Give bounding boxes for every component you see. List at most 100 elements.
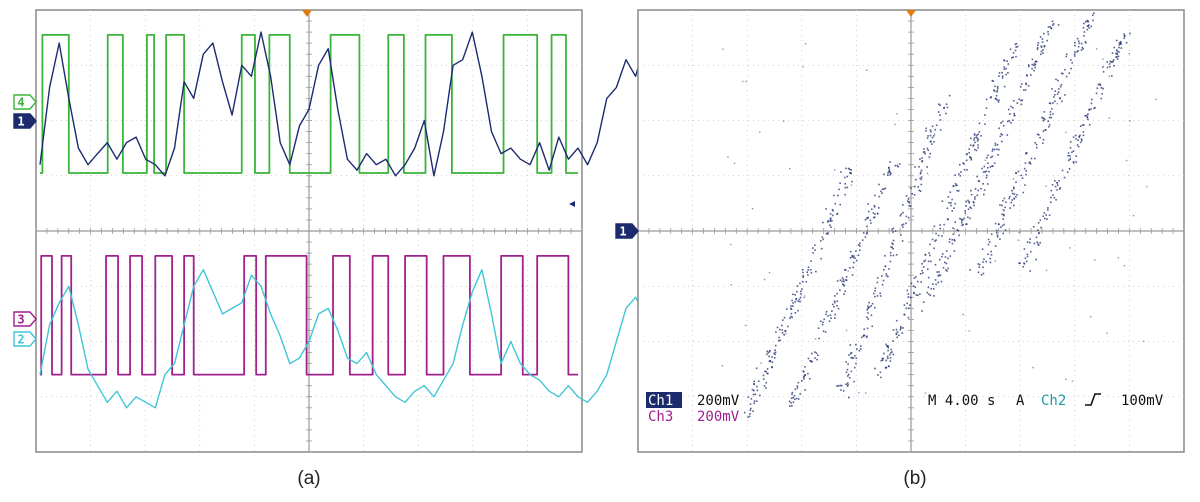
scatter-point: [865, 336, 868, 339]
scatter-point: [983, 258, 985, 261]
scatter-point: [768, 360, 771, 363]
scatter-point: [747, 396, 750, 399]
scatter-point: [843, 285, 846, 287]
scatter-point: [1038, 134, 1040, 136]
scatter-point: [752, 393, 755, 396]
scatter-point: [1084, 21, 1087, 23]
scatter-point: [829, 314, 832, 316]
scatter-point: [993, 148, 996, 151]
scatter-point: [883, 173, 885, 176]
scatter-point: [766, 350, 769, 353]
scatter-point: [995, 231, 998, 234]
scatter-point: [1075, 134, 1077, 137]
scatter-point: [815, 352, 818, 354]
scatter-point: [769, 349, 771, 352]
scatter-point: [1075, 161, 1078, 163]
scatter-point: [781, 329, 784, 331]
scatter-point: [786, 308, 788, 310]
scatter-point: [892, 247, 894, 250]
scatter-point: [1025, 82, 1027, 85]
scatter-point: [809, 378, 811, 380]
scatter-point: [867, 305, 869, 307]
scatter-point: [895, 319, 898, 322]
scatter-point: [874, 213, 876, 215]
scatter-point: [862, 232, 865, 234]
scatter-point: [1049, 113, 1052, 116]
scatter-point: [757, 380, 760, 382]
scatter-point: [765, 370, 767, 373]
scatter-point: [774, 344, 777, 347]
scatter-point: [809, 269, 812, 271]
scatter-point: [920, 176, 923, 178]
scatter-point: [1094, 259, 1096, 261]
scatter-point: [905, 215, 908, 218]
scatter-point: [1045, 185, 1047, 187]
scatter-point: [909, 304, 911, 306]
ch3-label: Ch3: [648, 409, 673, 425]
scatter-point: [795, 298, 797, 301]
scatter-point: [963, 168, 966, 171]
scatter-point: [921, 157, 923, 159]
scatter-point: [1083, 124, 1085, 126]
scatter-point: [820, 257, 822, 260]
scatter-point: [1004, 206, 1006, 209]
scatter-point: [919, 177, 921, 180]
scatter-point: [1057, 91, 1060, 93]
scatter-point: [976, 137, 979, 140]
scatter-point: [1059, 85, 1062, 88]
scatter-point: [814, 249, 816, 251]
scatter-point: [986, 156, 988, 159]
scatter-point: [884, 265, 887, 268]
scatter-point: [945, 112, 947, 115]
scatter-point: [753, 389, 755, 392]
scatter-point: [945, 262, 948, 265]
scatter-point: [923, 260, 925, 263]
panel-b-caption: (b): [903, 468, 926, 489]
scatter-point: [988, 170, 990, 173]
rising-edge-icon: [1085, 393, 1101, 406]
scatter-point: [845, 383, 847, 385]
scatter-point: [791, 391, 794, 394]
scatter-point: [1025, 170, 1027, 172]
scatter-point: [870, 314, 873, 317]
scatter-point: [974, 148, 976, 151]
scatter-point: [796, 285, 799, 287]
scatter-point: [1005, 67, 1007, 70]
scatter-point: [1087, 21, 1089, 23]
scatter-point: [996, 236, 999, 238]
scatter-point: [1050, 196, 1052, 199]
scatter-point: [766, 368, 769, 370]
scatter-point: [1074, 44, 1076, 47]
scatter-point: [1112, 59, 1115, 61]
scatter-point: [823, 318, 825, 321]
scatter-point: [966, 169, 968, 171]
scatter-point: [779, 328, 781, 331]
scatter-point: [792, 397, 794, 399]
scatter-point: [844, 269, 846, 271]
scatter-point: [1073, 55, 1076, 57]
scatter-point: [874, 287, 877, 289]
scatter-point: [991, 155, 994, 158]
scatter-point: [848, 354, 850, 356]
scatter-point: [969, 269, 971, 271]
scatter-point: [996, 85, 999, 88]
scatter-point: [1020, 99, 1022, 102]
scatter-point: [755, 400, 758, 402]
scatter-point: [792, 401, 795, 403]
scatter-point: [763, 385, 766, 387]
ch1-label: Ch1: [648, 393, 673, 409]
scatter-point: [1080, 138, 1083, 140]
scatter-point: [790, 307, 792, 310]
scatter-point: [890, 172, 892, 175]
channel-marker-tab: [615, 223, 639, 239]
scatter-point: [914, 185, 916, 188]
scatter-point: [1026, 75, 1028, 77]
scatter-point: [892, 329, 895, 331]
scatter-point: [1120, 47, 1123, 49]
scatter-point: [1050, 27, 1053, 29]
scatter-point: [847, 384, 849, 386]
scatter-point: [1083, 22, 1085, 25]
scatter-point: [794, 294, 796, 296]
scatter-point: [1034, 66, 1036, 69]
